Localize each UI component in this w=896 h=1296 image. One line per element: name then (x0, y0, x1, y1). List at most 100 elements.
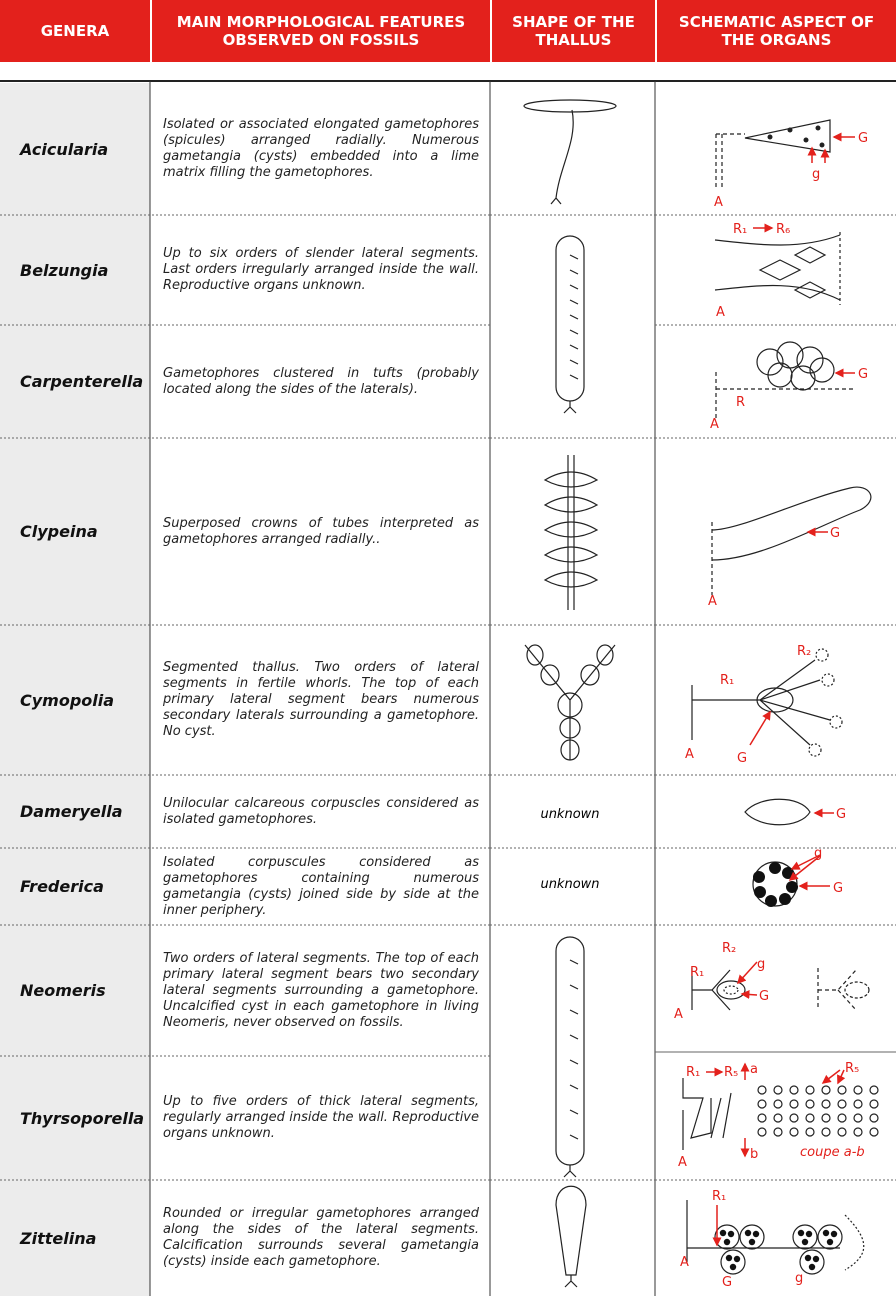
drawing (808, 743, 822, 757)
dot (789, 1099, 799, 1109)
drawing (749, 710, 771, 746)
drawing (740, 990, 758, 999)
features: Isolated or associated elongated gametop… (163, 117, 479, 180)
label: R₁ (712, 1189, 726, 1204)
drawing (567, 455, 575, 610)
label: G (759, 989, 769, 1004)
drawing (829, 715, 843, 729)
drawing (756, 348, 784, 376)
features: Up to six orders of slender lateral segm… (163, 246, 479, 293)
dot (805, 1113, 815, 1123)
dot (773, 1113, 783, 1123)
dot (821, 1127, 831, 1137)
label: R₁ (686, 1065, 700, 1080)
drawing (580, 664, 600, 686)
cyst (805, 1230, 813, 1238)
drawing (756, 341, 835, 391)
label: A (710, 417, 719, 432)
features: Segmented thallus. Two orders of lateral… (163, 660, 479, 739)
dot (869, 1127, 879, 1137)
drawing (736, 961, 758, 985)
header-cell: SCHEMATIC ASPECT OF THE ORGANS (657, 0, 896, 62)
cyst (733, 1255, 741, 1263)
label: g (757, 957, 765, 972)
dot (853, 1085, 863, 1095)
drawing (526, 644, 614, 761)
drawing (753, 871, 765, 883)
gametophore (817, 1224, 843, 1250)
features: Gametophores clustered in tufts (probabl… (163, 365, 479, 397)
cyst (797, 1229, 805, 1237)
drawing (744, 798, 811, 826)
header-cell: MAIN MORPHOLOGICAL FEATURES OBSERVED ON … (152, 0, 490, 62)
dot (853, 1113, 863, 1123)
features: Up to five orders of thick lateral segme… (163, 1094, 479, 1141)
drawing (808, 648, 843, 757)
drawing (844, 981, 870, 999)
label: R₁ (720, 673, 734, 688)
dot (869, 1099, 879, 1109)
gametophore (714, 1224, 740, 1250)
genus: Clypeina (0, 438, 150, 625)
label: G (833, 881, 843, 896)
features: Superposed crowns of tubes interpreted a… (163, 515, 479, 547)
drawing (563, 959, 579, 1178)
dot (869, 1085, 879, 1095)
features-cell: Up to six orders of slender lateral segm… (163, 215, 479, 325)
drawing (769, 862, 781, 874)
label: g (795, 1271, 803, 1286)
drawing (809, 357, 835, 383)
label: G (737, 751, 747, 766)
drawing (803, 137, 809, 143)
drawing (596, 644, 614, 666)
dot (757, 1085, 767, 1095)
dot (757, 1113, 767, 1123)
label: a (750, 1062, 758, 1077)
drawing (779, 893, 791, 905)
genus: Zittelina (0, 1180, 150, 1296)
gametophore (720, 1249, 746, 1275)
drawing (815, 125, 821, 131)
drawing (786, 881, 798, 893)
label: g (812, 167, 820, 182)
label: R₆ (776, 222, 790, 237)
label: G (858, 367, 868, 382)
genus: Neomeris (0, 925, 150, 1056)
gametophore (792, 1224, 818, 1250)
drawing (767, 125, 825, 148)
features: Unilocular calcareous corpuscles conside… (163, 795, 479, 827)
label: G (858, 131, 868, 146)
features-cell: Rounded or irregular gametophores arrang… (163, 1180, 479, 1296)
drawing (744, 119, 831, 153)
drawing (817, 968, 857, 1011)
drawing (756, 687, 794, 713)
drawing (524, 644, 616, 760)
label: g (814, 846, 822, 861)
gametophore (799, 1249, 825, 1275)
features-cell: Segmented thallus. Two orders of lateral… (163, 625, 479, 775)
header-cell: SHAPE OF THE THALLUS (492, 0, 655, 62)
drawing (523, 99, 617, 113)
drawing (765, 895, 777, 907)
label: G (830, 526, 840, 541)
label: R₁ (733, 222, 747, 237)
cyst (804, 1254, 812, 1262)
label: R₂ (797, 644, 811, 659)
cyst (744, 1229, 752, 1237)
drawing (716, 980, 746, 1000)
dot (821, 1113, 831, 1123)
dot (853, 1127, 863, 1137)
drawing (714, 1224, 843, 1275)
dot (757, 1099, 767, 1109)
drawing (821, 1069, 841, 1084)
features-cell: Two orders of lateral segments. The top … (163, 925, 479, 1056)
cyst (729, 1263, 737, 1271)
drawing (540, 664, 560, 686)
drawing (715, 133, 745, 190)
drawing (557, 692, 583, 718)
features: Two orders of lateral segments. The top … (163, 950, 479, 1030)
drawing (686, 1200, 840, 1262)
drawing (543, 546, 599, 563)
cyst (801, 1238, 809, 1246)
